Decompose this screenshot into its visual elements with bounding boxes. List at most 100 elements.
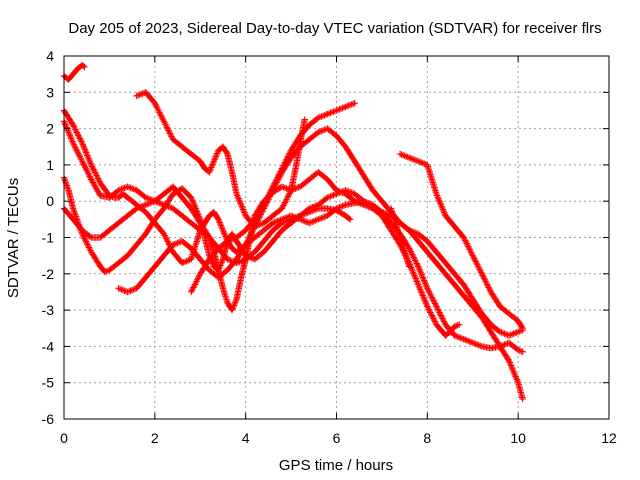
data-marks	[60, 61, 526, 403]
plus-marker	[396, 150, 404, 158]
plus-marker	[511, 329, 519, 337]
plus-marker	[427, 291, 434, 298]
plus-marker	[237, 200, 244, 207]
plus-marker	[362, 202, 369, 209]
plus-marker	[263, 195, 271, 202]
plus-marker	[363, 202, 370, 210]
plus-marker	[115, 187, 122, 194]
plus-marker	[86, 173, 93, 180]
plus-marker	[410, 156, 417, 163]
plus-marker	[238, 203, 245, 210]
plus-marker	[247, 230, 255, 238]
plus-marker	[345, 102, 352, 109]
plus-marker	[352, 198, 360, 206]
plus-marker	[401, 152, 408, 160]
plus-marker	[157, 112, 165, 119]
plus-marker	[139, 202, 146, 210]
plus-marker	[69, 121, 77, 129]
plus-marker	[181, 258, 189, 265]
plus-marker	[95, 176, 103, 184]
plus-marker	[375, 207, 383, 215]
plus-marker	[195, 273, 202, 281]
plus-marker	[316, 128, 324, 135]
plus-marker	[125, 184, 133, 191]
plus-marker	[281, 200, 288, 208]
plus-marker	[408, 228, 416, 235]
plus-marker	[480, 275, 488, 282]
plus-marker	[221, 231, 229, 239]
plus-marker	[513, 329, 520, 336]
plus-marker	[212, 153, 220, 160]
plus-marker	[315, 129, 322, 136]
plus-marker	[85, 244, 93, 251]
plus-marker	[407, 155, 414, 162]
plus-marker	[333, 107, 340, 114]
plus-marker	[284, 193, 292, 200]
plus-marker	[486, 285, 493, 293]
plus-marker	[66, 132, 74, 139]
plus-marker	[505, 332, 513, 339]
plus-marker	[275, 172, 282, 180]
plus-marker	[333, 187, 340, 194]
plus-marker	[101, 268, 109, 276]
plus-marker	[145, 200, 152, 207]
plus-marker	[134, 92, 142, 99]
plus-marker	[228, 236, 236, 243]
plus-marker	[412, 258, 420, 266]
y-tick-label: -3	[42, 302, 55, 318]
plus-marker	[366, 204, 374, 211]
plus-marker	[319, 127, 327, 134]
plus-marker	[435, 195, 442, 202]
y-tick-label: 2	[46, 121, 54, 137]
plus-marker	[246, 233, 253, 241]
y-tick-label: 0	[46, 193, 54, 209]
plus-marker	[346, 216, 354, 223]
plus-marker	[84, 153, 92, 161]
plus-marker	[281, 218, 289, 225]
plus-marker	[418, 290, 426, 298]
plus-marker	[506, 359, 513, 366]
plus-marker	[470, 253, 477, 261]
plus-marker	[433, 192, 441, 199]
plus-marker	[422, 298, 429, 306]
plus-marker	[229, 305, 236, 312]
plus-marker	[508, 331, 516, 338]
plus-marker	[171, 240, 178, 248]
plus-marker	[82, 165, 90, 173]
plus-marker	[156, 199, 163, 207]
y-tick-label: -6	[42, 411, 55, 427]
plus-marker	[268, 184, 276, 192]
plus-marker	[190, 282, 198, 290]
plus-marker	[191, 281, 199, 288]
plus-marker	[161, 119, 168, 127]
plus-marker	[458, 335, 466, 342]
plus-marker	[318, 113, 325, 120]
plus-marker	[192, 279, 199, 287]
plus-marker	[325, 110, 333, 117]
plus-marker	[78, 158, 86, 165]
plus-marker	[72, 145, 80, 153]
plus-marker	[286, 150, 293, 157]
plus-marker	[412, 257, 419, 264]
plus-marker	[411, 255, 418, 263]
plus-marker	[421, 278, 428, 286]
plus-marker	[315, 114, 322, 121]
plus-marker	[421, 160, 428, 167]
plus-marker	[228, 306, 236, 314]
plus-marker	[241, 242, 249, 250]
plus-marker	[234, 193, 242, 201]
plus-marker	[62, 121, 69, 128]
x-tick-label: 0	[60, 430, 68, 446]
plus-marker	[510, 330, 517, 337]
plus-marker	[433, 304, 441, 312]
plus-marker	[232, 299, 239, 306]
plus-marker	[262, 197, 270, 204]
plus-marker	[85, 170, 92, 177]
plus-marker	[461, 237, 469, 244]
plus-marker	[475, 264, 483, 271]
plus-marker	[166, 130, 174, 137]
plus-marker	[208, 164, 215, 171]
plus-marker	[235, 196, 243, 204]
plus-marker	[416, 286, 424, 293]
plus-marker	[468, 338, 475, 346]
